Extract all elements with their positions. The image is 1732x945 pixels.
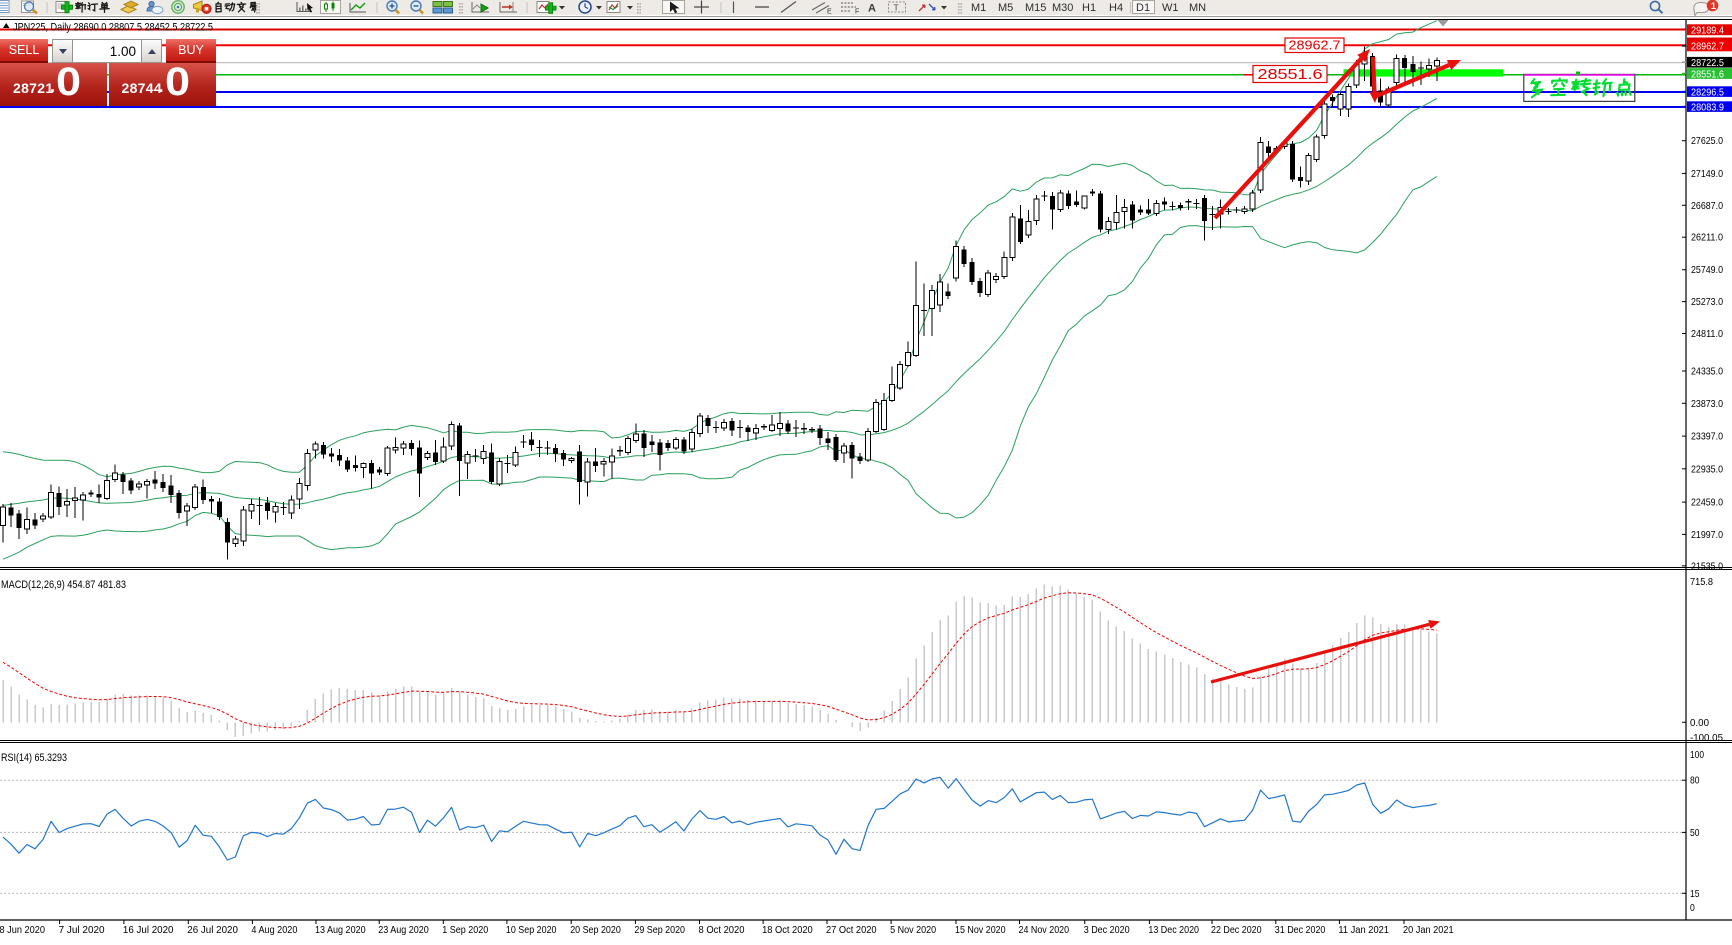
svg-text:25749.0: 25749.0 [1691, 264, 1723, 276]
svg-text:28551.6: 28551.6 [1691, 68, 1724, 80]
svg-text:E: E [827, 9, 832, 16]
svg-text:16 Jul 2020: 16 Jul 2020 [123, 924, 174, 936]
svg-text:H1: H1 [1082, 2, 1096, 14]
svg-text:28083.9: 28083.9 [1691, 101, 1724, 113]
svg-text:715.8: 715.8 [1690, 576, 1713, 588]
svg-text:JPN225, Daily 28690.0 28807.5: JPN225, Daily 28690.0 28807.5 28452.5 28… [13, 22, 213, 34]
svg-text:10 Sep 2020: 10 Sep 2020 [506, 924, 557, 936]
svg-text:1: 1 [1711, 1, 1717, 12]
svg-text:29189.4: 29189.4 [1691, 25, 1724, 37]
svg-text:13 Aug 2020: 13 Aug 2020 [315, 924, 366, 936]
svg-text:22 Dec 2020: 22 Dec 2020 [1211, 924, 1262, 936]
svg-text:1 Sep 2020: 1 Sep 2020 [442, 924, 488, 936]
svg-text:MN: MN [1189, 2, 1206, 14]
svg-text:80: 80 [1690, 775, 1700, 787]
svg-text:27149.0: 27149.0 [1691, 168, 1723, 180]
svg-text:26687.0: 26687.0 [1691, 200, 1723, 212]
svg-text:11 Jan 2021: 11 Jan 2021 [1338, 924, 1389, 936]
svg-text:31 Dec 2020: 31 Dec 2020 [1275, 924, 1326, 936]
svg-text:18 Oct 2020: 18 Oct 2020 [762, 924, 813, 936]
svg-text:23 Aug 2020: 23 Aug 2020 [378, 924, 429, 936]
svg-text:28551.6: 28551.6 [1258, 66, 1323, 83]
svg-text:24811.0: 24811.0 [1691, 328, 1723, 340]
svg-text:5 Nov 2020: 5 Nov 2020 [890, 924, 936, 936]
svg-text:28722.5: 28722.5 [1691, 57, 1724, 69]
svg-text:22935.0: 22935.0 [1691, 463, 1723, 475]
svg-text:RSI(14) 65.3293: RSI(14) 65.3293 [1, 752, 67, 764]
svg-text:M30: M30 [1052, 2, 1073, 14]
svg-text:25273.0: 25273.0 [1691, 296, 1723, 308]
svg-text:M15: M15 [1025, 2, 1046, 14]
svg-text:13 Dec 2020: 13 Dec 2020 [1148, 924, 1199, 936]
svg-text:21535.0: 21535.0 [1691, 560, 1723, 572]
svg-text:7 Jul 2020: 7 Jul 2020 [59, 924, 105, 936]
svg-text:D1: D1 [1136, 2, 1150, 14]
svg-text:23873.0: 23873.0 [1691, 398, 1723, 410]
svg-text:0: 0 [1690, 902, 1695, 914]
svg-text:20 Jan 2021: 20 Jan 2021 [1403, 924, 1454, 936]
svg-text:27625.0: 27625.0 [1691, 135, 1723, 147]
svg-text:28962.7: 28962.7 [1289, 39, 1341, 53]
svg-text:28 Jun 2020: 28 Jun 2020 [0, 924, 45, 936]
svg-text:8 Oct 2020: 8 Oct 2020 [699, 924, 745, 936]
svg-text:F: F [855, 9, 859, 16]
svg-text:15 Nov 2020: 15 Nov 2020 [955, 924, 1006, 936]
svg-text:26211.0: 26211.0 [1691, 232, 1723, 244]
svg-text:H4: H4 [1109, 2, 1123, 14]
svg-text:T: T [894, 3, 899, 13]
svg-text:M5: M5 [998, 2, 1013, 14]
svg-text:MACD(12,26,9) 454.87 481.83: MACD(12,26,9) 454.87 481.83 [1, 579, 126, 591]
svg-text:4 Aug 2020: 4 Aug 2020 [251, 924, 297, 936]
svg-text:0.00: 0.00 [1690, 717, 1709, 729]
svg-text:27 Oct 2020: 27 Oct 2020 [826, 924, 877, 936]
svg-text:22459.0: 22459.0 [1691, 497, 1723, 509]
svg-text:-100.05: -100.05 [1690, 732, 1723, 744]
svg-text:26 Jul 2020: 26 Jul 2020 [187, 924, 238, 936]
svg-text:29 Sep 2020: 29 Sep 2020 [634, 924, 685, 936]
svg-text:20 Sep 2020: 20 Sep 2020 [570, 924, 621, 936]
svg-text:28296.5: 28296.5 [1691, 86, 1724, 98]
svg-text:W1: W1 [1162, 2, 1179, 14]
svg-text:50: 50 [1690, 827, 1700, 839]
svg-text:15: 15 [1690, 888, 1700, 900]
svg-text:28962.7: 28962.7 [1691, 41, 1724, 53]
svg-text:A: A [868, 3, 876, 15]
svg-text:24335.0: 24335.0 [1691, 366, 1723, 378]
svg-text:24 Nov 2020: 24 Nov 2020 [1019, 924, 1070, 936]
svg-text:3 Dec 2020: 3 Dec 2020 [1084, 924, 1130, 936]
svg-text:M1: M1 [971, 2, 986, 14]
svg-text:100: 100 [1690, 749, 1704, 761]
svg-text:21997.0: 21997.0 [1691, 529, 1723, 541]
svg-text:23397.0: 23397.0 [1691, 431, 1723, 443]
